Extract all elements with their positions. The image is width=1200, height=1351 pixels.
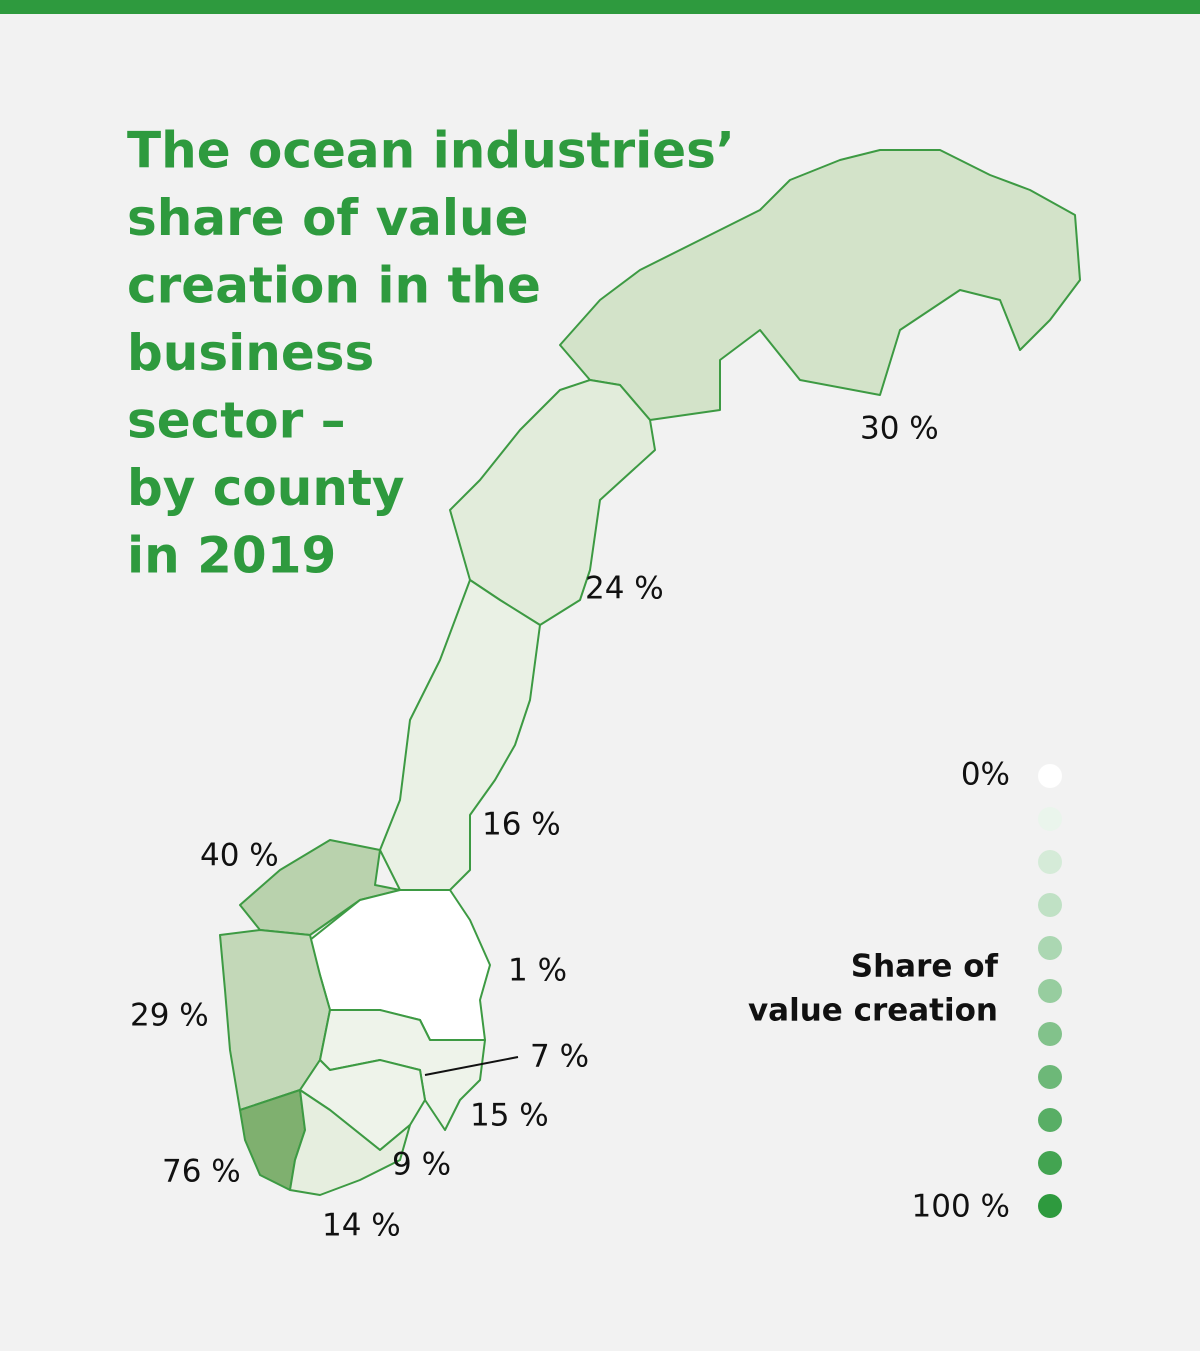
- title-line: share of value: [127, 189, 529, 247]
- legend: 0% 100 % Share of value creation: [748, 757, 1062, 1225]
- county-label: 30 %: [860, 411, 939, 447]
- county-label: 7 %: [530, 1039, 589, 1075]
- legend-swatch: [1038, 1108, 1062, 1132]
- map: [219, 149, 1081, 1196]
- legend-swatch: [1038, 1065, 1062, 1089]
- legend-swatch: [1038, 1194, 1062, 1218]
- legend-heading: value creation: [748, 993, 998, 1029]
- county-region: [559, 149, 1081, 421]
- county-label: 14 %: [322, 1208, 401, 1244]
- legend-max: 100 %: [912, 1189, 1010, 1225]
- title-line: creation in the: [127, 257, 541, 315]
- county-label: 29 %: [130, 998, 209, 1034]
- legend-swatch: [1038, 807, 1062, 831]
- legend-swatch: [1038, 936, 1062, 960]
- title-line: The ocean industries’: [127, 122, 735, 180]
- county-labels: 30 % 24 % 16 % 40 % 1 % 29 % 7 % 15 % 76 % 9 % 14 …: [130, 411, 939, 1244]
- county-label: 76 %: [162, 1154, 241, 1190]
- pointer-line: [424, 1056, 519, 1076]
- title-line: business: [127, 324, 374, 382]
- county-label: 1 %: [508, 953, 567, 989]
- legend-heading: Share of: [851, 949, 999, 985]
- legend-swatch: [1038, 850, 1062, 874]
- legend-swatch: [1038, 1151, 1062, 1175]
- legend-min: 0%: [961, 757, 1010, 793]
- title-line: in 2019: [127, 527, 336, 585]
- title-line: by county: [127, 459, 404, 517]
- county-label: 9 %: [392, 1147, 451, 1183]
- title-line: sector –: [127, 392, 346, 450]
- legend-swatch: [1038, 1022, 1062, 1046]
- county-label: 16 %: [482, 807, 561, 843]
- county-label: 24 %: [585, 571, 664, 607]
- county-label: 15 %: [470, 1098, 549, 1134]
- county-region: [289, 1089, 411, 1196]
- top-bar: [0, 0, 1200, 14]
- legend-swatch: [1038, 893, 1062, 917]
- legend-swatch: [1038, 764, 1062, 788]
- legend-swatch: [1038, 979, 1062, 1003]
- title: The ocean industries’ share of value creat…: [127, 122, 735, 585]
- county-region: [379, 579, 541, 891]
- county-label: 40 %: [200, 838, 279, 874]
